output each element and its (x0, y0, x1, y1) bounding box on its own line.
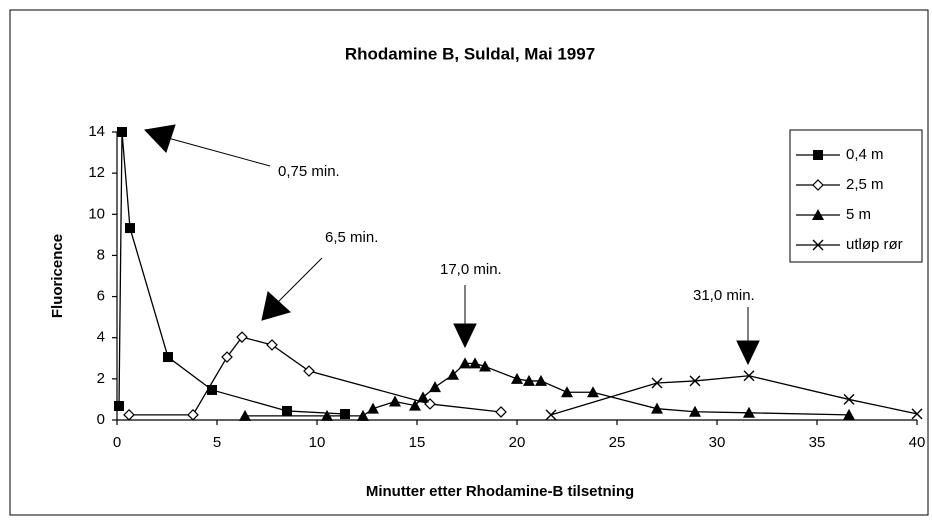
marker (689, 375, 701, 387)
marker (459, 357, 471, 369)
marker (236, 331, 248, 343)
marker (651, 402, 663, 414)
marker (523, 374, 535, 386)
x-tick-label: 30 (709, 434, 726, 451)
marker (651, 377, 663, 389)
marker (114, 401, 124, 412)
marker (207, 384, 217, 395)
marker (812, 239, 824, 251)
marker (367, 402, 379, 414)
series-line (129, 336, 502, 416)
marker (812, 179, 824, 191)
marker (743, 370, 755, 382)
y-tick-label: 14 (88, 123, 105, 140)
legend-label: 0,4 m (846, 146, 884, 163)
x-tick-label: 10 (309, 434, 326, 451)
annotation: 31,0 min. (693, 287, 755, 304)
marker (429, 381, 441, 393)
y-axis-label: Fluoricence (49, 234, 66, 318)
marker (812, 209, 824, 220)
chart-frame (9, 9, 929, 516)
marker (417, 391, 429, 403)
marker (340, 409, 350, 420)
marker (282, 405, 292, 416)
x-tick-label: 5 (213, 434, 221, 451)
marker (266, 339, 278, 351)
marker (511, 372, 523, 384)
marker (535, 374, 547, 386)
marker (813, 150, 823, 160)
marker (911, 408, 923, 420)
marker (239, 409, 251, 421)
marker (187, 409, 199, 421)
marker (125, 223, 135, 234)
marker (123, 409, 135, 421)
chart-title: Rhodamine B, Suldal, Mai 1997 (345, 44, 595, 63)
marker (843, 408, 855, 420)
x-tick-label: 35 (809, 434, 826, 451)
x-tick-label: 40 (909, 434, 926, 451)
x-axis-label: Minutter etter Rhodamine-B tilsetning (366, 483, 634, 500)
x-tick-label: 20 (509, 434, 526, 451)
annotation: 6,5 min. (325, 229, 378, 246)
y-tick-label: 0 (97, 411, 105, 428)
x-tick-label: 0 (113, 434, 121, 451)
marker (469, 357, 481, 369)
legend-box (789, 129, 923, 263)
legend-label: utløp rør (846, 236, 903, 253)
y-tick-label: 6 (97, 288, 105, 305)
marker (409, 399, 421, 411)
marker (357, 409, 369, 421)
x-tick-label: 25 (609, 434, 626, 451)
marker (743, 406, 755, 418)
marker (389, 395, 401, 407)
marker (495, 406, 507, 418)
marker (843, 393, 855, 405)
marker (221, 351, 233, 363)
series-line (245, 362, 850, 417)
y-tick-label: 4 (97, 329, 105, 346)
legend-label: 2,5 m (846, 176, 884, 193)
y-tick-label: 8 (97, 246, 105, 263)
y-tick-label: 12 (88, 164, 105, 181)
annotation-arrows (143, 124, 760, 366)
marker (479, 360, 491, 372)
marker (303, 365, 315, 377)
marker (561, 386, 573, 398)
marker (447, 368, 459, 380)
series-line (550, 375, 918, 416)
annotation: 0,75 min. (278, 163, 340, 180)
marker (321, 409, 333, 421)
marker (163, 352, 173, 363)
legend-label: 5 m (846, 206, 871, 223)
y-tick-label: 2 (97, 370, 105, 387)
annotation: 17,0 min. (440, 261, 502, 278)
marker (117, 127, 127, 137)
x-tick-label: 15 (409, 434, 426, 451)
y-tick-label: 10 (88, 205, 105, 222)
marker (689, 405, 701, 417)
marker (545, 409, 557, 421)
marker (587, 386, 599, 398)
